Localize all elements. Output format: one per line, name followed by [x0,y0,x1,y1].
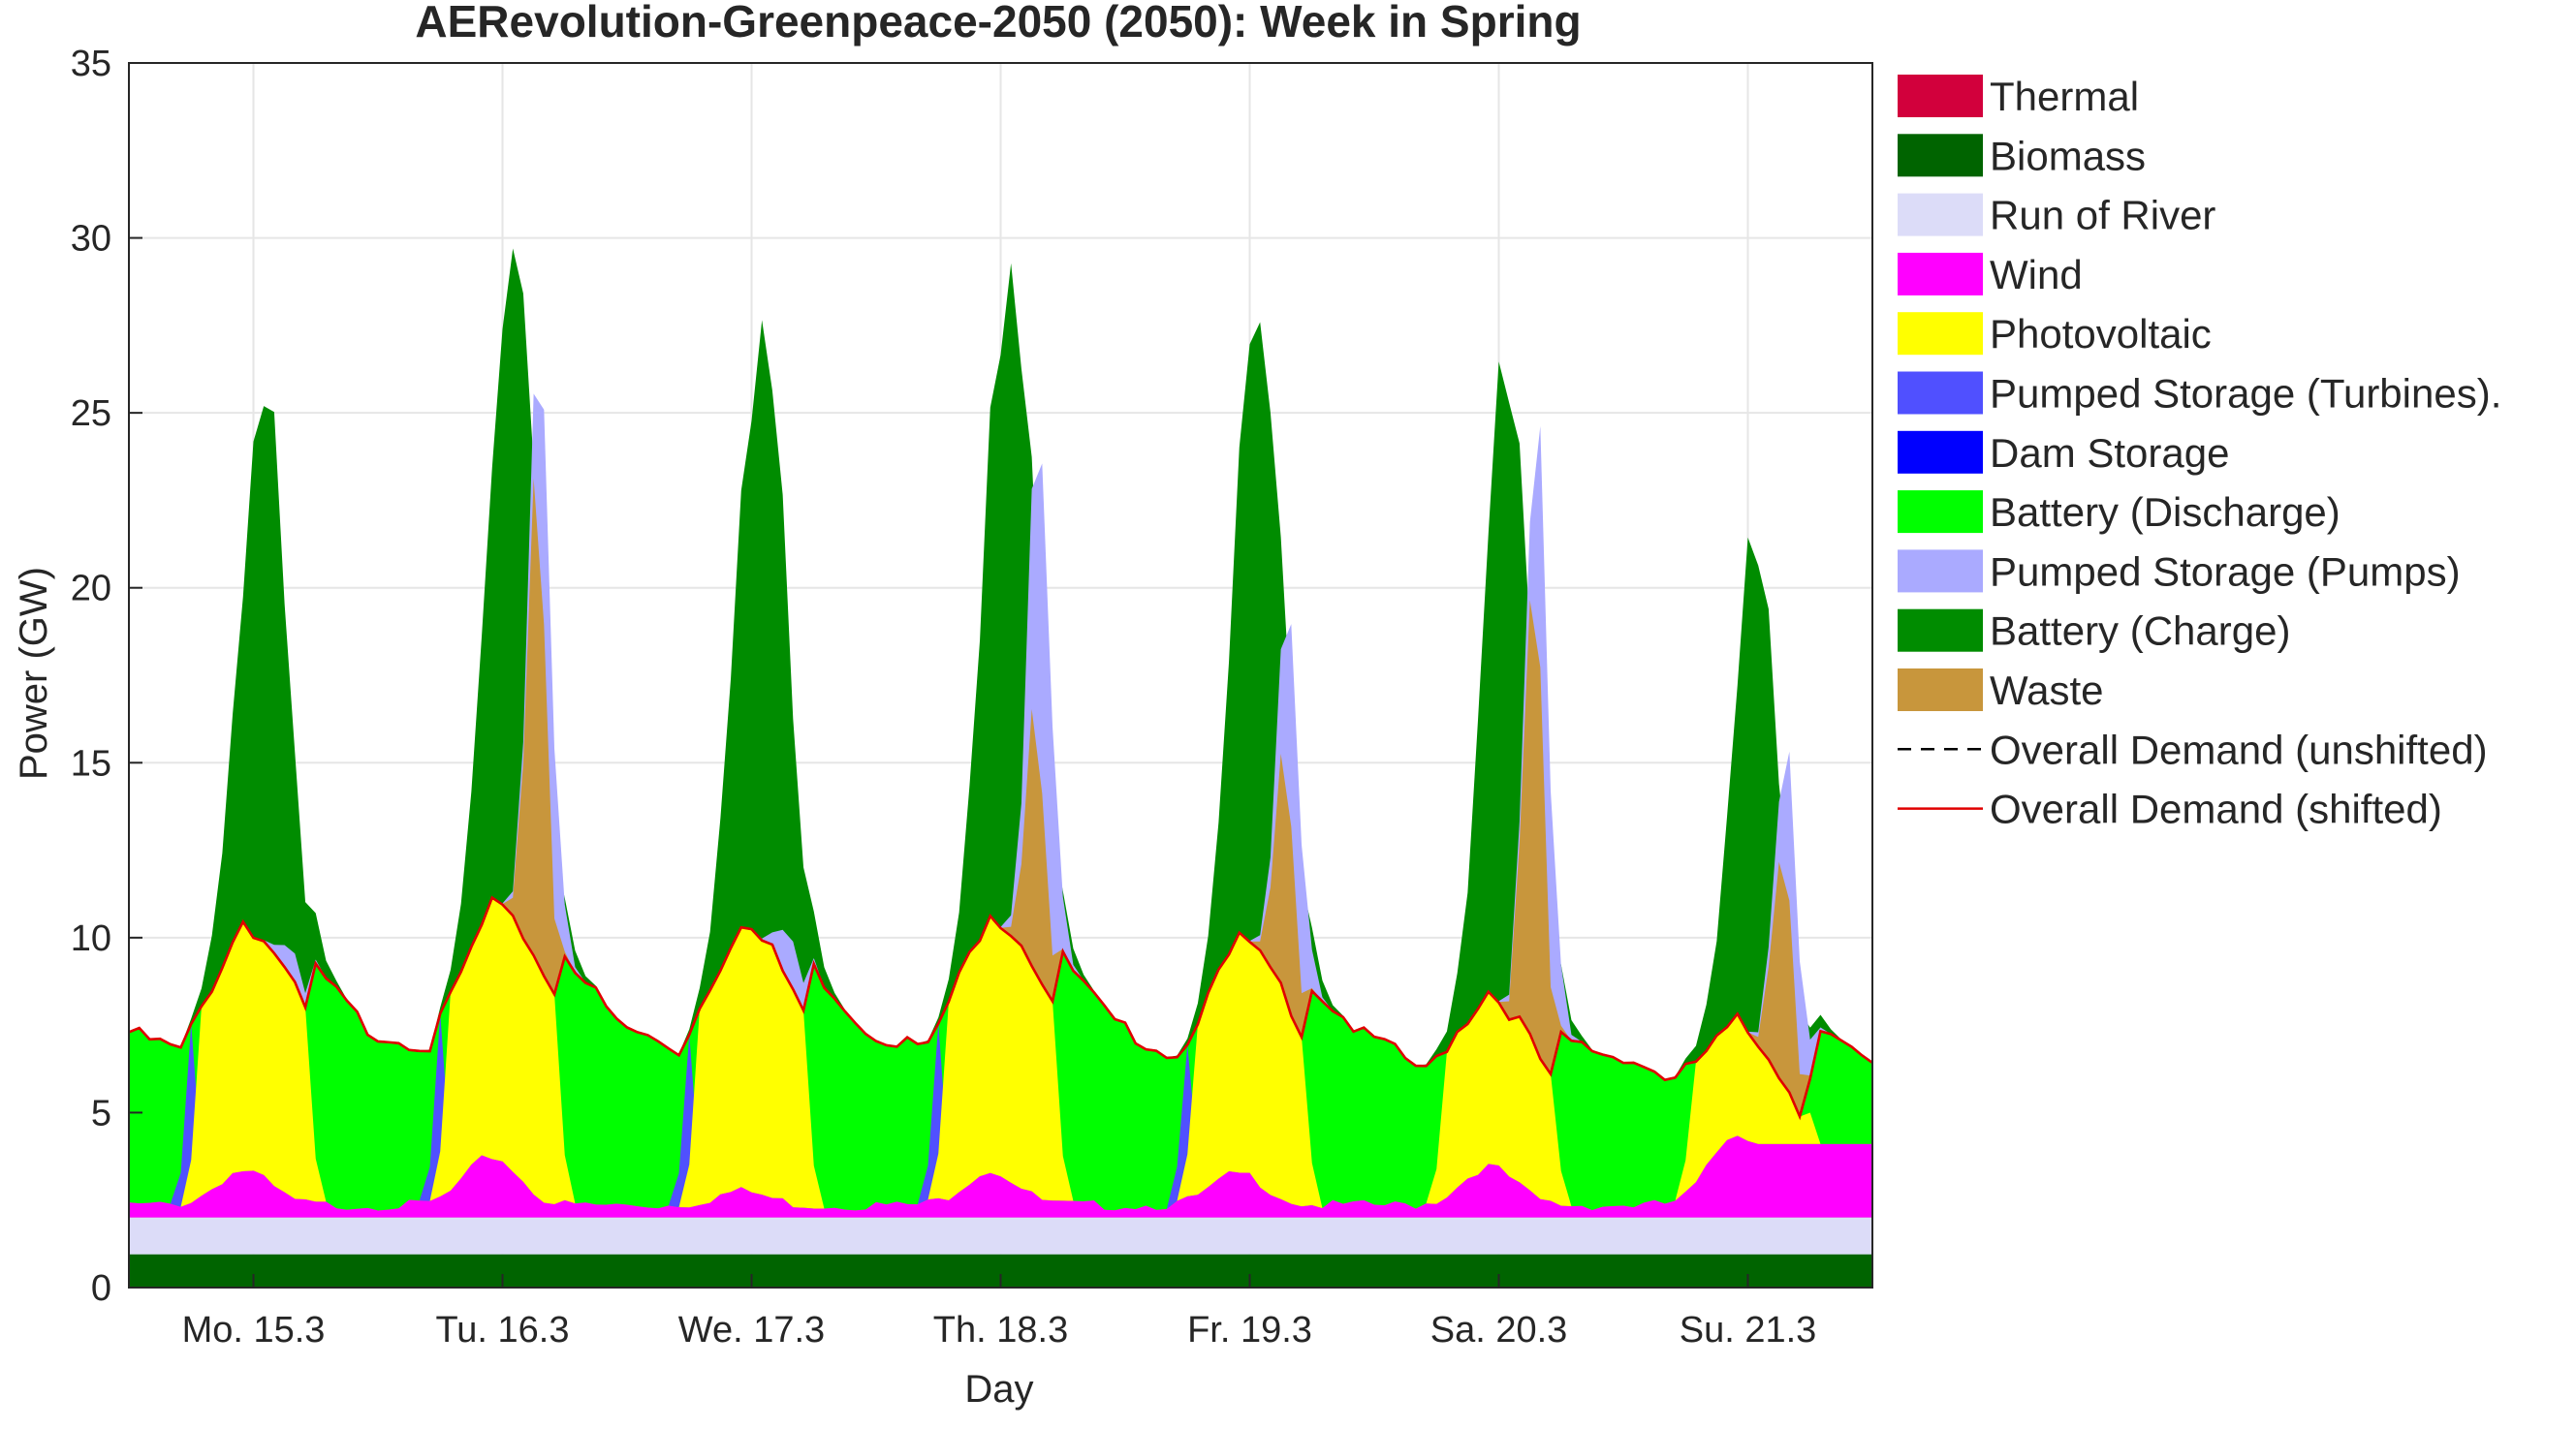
legend-swatch [1898,252,1983,295]
demand-lines [128,895,1873,1121]
legend-label: Wind [1990,252,2083,297]
legend-label: Overall Demand (shifted) [1990,787,2442,832]
y-tick-label: 5 [91,1093,111,1134]
line-demand-shifted [128,895,1873,1121]
legend-label: Pumped Storage (Turbines). [1990,371,2501,417]
legend-item: Thermal [1898,74,2139,119]
area-wind [129,1135,1872,1218]
y-tick-label: 35 [71,44,111,84]
legend-label: Biomass [1990,133,2146,178]
legend-item: Waste [1898,668,2103,713]
x-tick-label: Sa. 20.3 [1430,1310,1568,1351]
area-run-of-river [129,1217,1872,1255]
legend-item: Overall Demand (unshifted) [1898,727,2488,772]
legend-label: Thermal [1990,74,2139,119]
x-tick-label: We. 17.3 [678,1310,825,1351]
x-tick-label: Su. 21.3 [1680,1310,1817,1351]
legend-swatch [1898,134,1983,177]
legend-item: Overall Demand (shifted) [1898,787,2442,832]
legend-label: Dam Storage [1990,430,2229,476]
legend-swatch [1898,430,1983,474]
y-tick-label: 0 [91,1268,111,1309]
legend-swatch [1898,371,1983,415]
area-biomass [129,1254,1872,1288]
x-tick-label: Tu. 16.3 [435,1310,569,1351]
x-tick-label: Fr. 19.3 [1187,1310,1312,1351]
legend-item: Pumped Storage (Pumps) [1898,548,2461,594]
area-photovoltaic [129,897,1872,1211]
y-tick-label: 25 [71,393,111,434]
legend-label: Run of River [1990,193,2215,238]
x-axis-label: Day [964,1368,1033,1411]
y-tick-label: 30 [71,219,111,260]
y-tick-label: 10 [71,918,111,959]
legend-swatch [1898,549,1983,593]
chart-title: AERevolution-Greenpeace-2050 (2050): Wee… [415,0,1581,47]
legend-item: Dam Storage [1898,430,2229,476]
stacked-areas [129,248,1872,1288]
x-tick-label: Th. 18.3 [933,1310,1068,1351]
legend-item: Wind [1898,252,2083,297]
legend-swatch [1898,312,1983,356]
legend-item: Run of River [1898,193,2215,238]
legend-item: Pumped Storage (Turbines). [1898,371,2501,417]
legend-item: Battery (Discharge) [1898,489,2340,535]
legend-swatch [1898,668,1983,711]
y-axis-label: Power (GW) [13,567,55,780]
legend-label: Pumped Storage (Pumps) [1990,548,2461,594]
legend-swatch [1898,490,1983,534]
legend: Thermal Biomass Run of River Wind Photovolta… [1898,74,2501,832]
legend-item: Photovoltaic [1898,311,2212,357]
x-tick-label: Mo. 15.3 [182,1310,326,1351]
y-tick-label: 15 [71,743,111,784]
legend-item: Biomass [1898,133,2146,178]
legend-item: Battery (Charge) [1898,608,2290,654]
legend-swatch [1898,75,1983,117]
y-tick-label: 20 [71,569,111,609]
legend-swatch [1898,193,1983,236]
legend-label: Battery (Discharge) [1990,489,2340,535]
legend-label: Overall Demand (unshifted) [1990,727,2488,772]
legend-swatch [1898,608,1983,652]
legend-label: Battery (Charge) [1990,608,2290,654]
legend-label: Photovoltaic [1990,311,2212,357]
axes: 0 5 10 15 20 25 30 35 Mo. 15.3 Tu. 16.3 We. 17.3 Th… [71,44,1873,1351]
legend-label: Waste [1990,668,2103,713]
